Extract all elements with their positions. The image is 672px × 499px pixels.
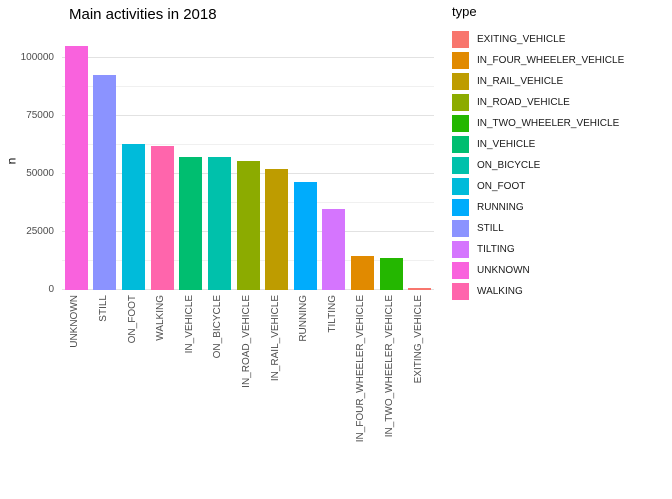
bar-RUNNING <box>293 182 317 290</box>
legend-swatch-IN_ROAD_VEHICLE <box>452 94 469 111</box>
gridline-major <box>62 114 434 116</box>
bar-TILTING <box>322 208 346 290</box>
legend-label: ON_FOOT <box>477 181 526 192</box>
legend-item: IN_RAIL_VEHICLE <box>452 71 624 92</box>
legend-item: ON_BICYCLE <box>452 155 624 176</box>
x-tick-label: IN_TWO_WHEELER_VEHICLE <box>384 295 396 438</box>
bar-WALKING <box>150 146 174 290</box>
bar-ON_FOOT <box>122 143 146 290</box>
legend-label: IN_VEHICLE <box>477 139 536 150</box>
bar-IN_VEHICLE <box>179 156 203 290</box>
legend-label: IN_TWO_WHEELER_VEHICLE <box>477 118 620 129</box>
legend-item: STILL <box>452 218 624 239</box>
legend-swatch-UNKNOWN <box>452 262 469 279</box>
x-tick-label: ON_FOOT <box>126 295 138 344</box>
legend-swatch-WALKING <box>452 283 469 300</box>
legend-swatch-RUNNING <box>452 199 469 216</box>
bar-IN_RAIL_VEHICLE <box>265 169 289 290</box>
bar-IN_ROAD_VEHICLE <box>236 161 260 290</box>
legend-label: ON_BICYCLE <box>477 160 541 171</box>
legend-item: ON_FOOT <box>452 176 624 197</box>
y-tick-label: 25000 <box>26 225 54 237</box>
y-tick-label: 50000 <box>26 167 54 179</box>
gridline-minor <box>62 143 434 145</box>
chart-title: Main activities in 2018 <box>69 6 217 23</box>
gridline-minor <box>62 85 434 87</box>
legend-item: UNKNOWN <box>452 260 624 281</box>
x-tick-label: RUNNING <box>298 295 310 342</box>
x-tick-label: IN_ROAD_VEHICLE <box>241 295 252 388</box>
bar-ON_BICYCLE <box>207 156 231 290</box>
x-tick-label: ON_BICYCLE <box>212 295 224 359</box>
legend-swatch-STILL <box>452 220 469 237</box>
x-tick-label: WALKING <box>155 295 167 341</box>
legend-swatch-IN_VEHICLE <box>452 136 469 153</box>
legend-item: EXITING_VEHICLE <box>452 29 624 50</box>
legend-swatch-ON_FOOT <box>452 178 469 195</box>
legend-label: UNKNOWN <box>477 265 530 276</box>
x-tick-label: STILL <box>97 295 109 322</box>
legend-swatch-IN_RAIL_VEHICLE <box>452 73 469 90</box>
legend-label: STILL <box>477 223 504 234</box>
bar-EXITING_VEHICLE <box>408 288 432 290</box>
legend-label: EXITING_VEHICLE <box>477 34 566 45</box>
legend-item: IN_TWO_WHEELER_VEHICLE <box>452 113 624 134</box>
x-tick-label: EXITING_VEHICLE <box>412 295 424 384</box>
y-tick-label: 75000 <box>26 109 54 121</box>
x-tick-label: IN_VEHICLE <box>183 295 195 354</box>
y-tick-label: 0 <box>48 284 54 295</box>
bar-STILL <box>93 75 117 290</box>
x-tick-label: IN_FOUR_WHEELER_VEHICLE <box>355 295 367 443</box>
bar-IN_FOUR_WHEELER_VEHICLE <box>350 256 374 290</box>
x-tick-label: UNKNOWN <box>69 295 81 348</box>
x-tick-label: TILTING <box>326 295 338 333</box>
legend-item: IN_ROAD_VEHICLE <box>452 92 624 113</box>
gridline-major <box>62 56 434 58</box>
legend-item: WALKING <box>452 281 624 302</box>
plot-panel <box>62 30 434 290</box>
bar-UNKNOWN <box>64 46 88 290</box>
legend-item: TILTING <box>452 239 624 260</box>
legend-swatch-ON_BICYCLE <box>452 157 469 174</box>
legend-swatch-IN_TWO_WHEELER_VEHICLE <box>452 115 469 132</box>
legend-label: WALKING <box>477 286 523 297</box>
legend-title: type <box>452 4 477 19</box>
legend-label: IN_RAIL_VEHICLE <box>477 76 564 87</box>
legend-items: EXITING_VEHICLE IN_FOUR_WHEELER_VEHICLE IN… <box>452 29 624 302</box>
legend-swatch-TILTING <box>452 241 469 258</box>
legend-label: IN_FOUR_WHEELER_VEHICLE <box>477 55 625 66</box>
legend-item: IN_FOUR_WHEELER_VEHICLE <box>452 50 624 71</box>
legend-item: IN_VEHICLE <box>452 134 624 155</box>
legend-label: TILTING <box>477 244 515 255</box>
legend-swatch-IN_FOUR_WHEELER_VEHICLE <box>452 52 469 69</box>
bar-IN_TWO_WHEELER_VEHICLE <box>379 257 403 290</box>
x-tick-label: IN_RAIL_VEHICLE <box>269 295 281 382</box>
legend: type EXITING_VEHICLE IN_FOUR_WHEELER_VEHI… <box>452 4 624 302</box>
y-tick-label: 100000 <box>20 51 54 63</box>
legend-label: IN_ROAD_VEHICLE <box>477 97 570 108</box>
y-axis-title: n <box>4 157 19 165</box>
legend-item: RUNNING <box>452 197 624 218</box>
legend-swatch-EXITING_VEHICLE <box>452 31 469 48</box>
legend-label: RUNNING <box>477 202 524 213</box>
